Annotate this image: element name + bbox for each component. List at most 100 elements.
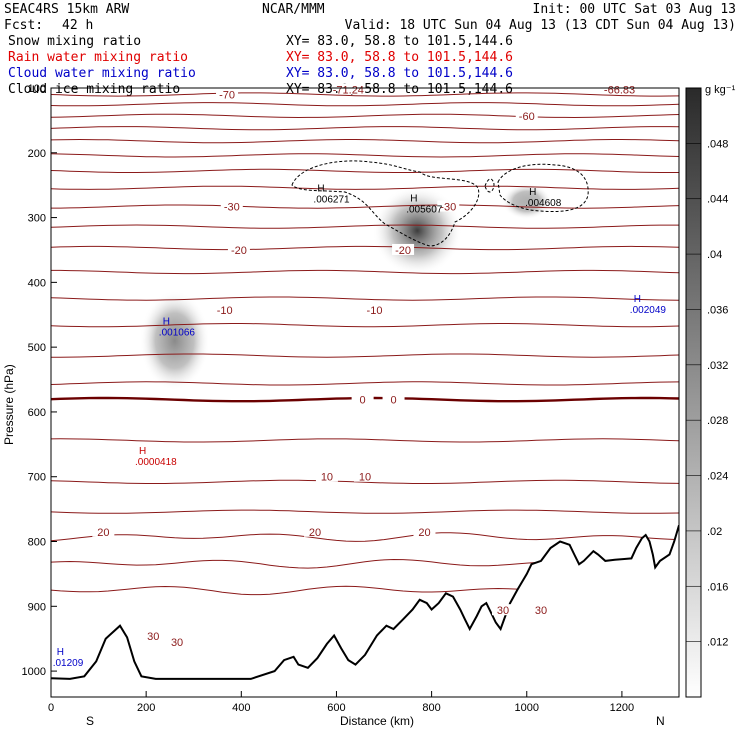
contour-label-10: 0 <box>360 395 366 407</box>
field-xy-1: XY= 83.0, 58.8 to 101.5,144.6 <box>286 50 513 65</box>
y-tick-label-6: 700 <box>28 472 46 484</box>
isotherm-13 <box>51 323 679 328</box>
y-tick-label-7: 800 <box>28 537 46 549</box>
contour-label-bg-14 <box>92 525 115 537</box>
max-value-5: .0000418 <box>135 457 177 468</box>
colorbar-units: g kg⁻¹ <box>705 84 736 96</box>
contour-label-12: 10 <box>321 472 333 484</box>
y-tick-label-9: 1000 <box>22 666 46 678</box>
contour-label-13: 10 <box>359 472 371 484</box>
contour-label-bg-5 <box>437 200 460 212</box>
plot-frame <box>50 87 680 698</box>
contour-label-bg-20 <box>530 604 553 616</box>
x-axis-label: Distance (km) <box>340 714 414 728</box>
valid-time: Valid: 18 UTC Sun 04 Aug 13 (13 CDT Sun … <box>345 18 736 33</box>
y-tick-label-0: 100 <box>28 83 46 95</box>
max-value-1: .005607 <box>406 204 443 215</box>
south-end-label: S <box>86 714 94 728</box>
max-marker-5: H <box>139 446 146 457</box>
contour-label-bg-17 <box>142 630 165 642</box>
contour-label-bg-8 <box>213 304 236 316</box>
x-tick-label-1: 200 <box>137 702 155 714</box>
contour-label-bg-11 <box>382 393 405 405</box>
field-name-1: Rain water mixing ratio <box>8 50 188 65</box>
isotherm-15 <box>51 381 679 386</box>
y-tick-label-8: 900 <box>28 601 46 613</box>
contour-label-bg-13 <box>354 470 376 482</box>
max-marker-3: H <box>163 316 170 327</box>
y-tick-label-1: 200 <box>28 148 46 160</box>
isotherm-12 <box>51 296 679 301</box>
terrain-line <box>51 525 679 680</box>
north-end-label: N <box>656 714 665 728</box>
colorbar-tick-label-0: .012 <box>707 637 728 649</box>
contour-label-11: 0 <box>390 395 396 407</box>
y-tick-label-2: 300 <box>28 213 46 225</box>
terrain-layer <box>51 525 679 697</box>
contour-label-15: 20 <box>309 527 321 539</box>
y-tick-label-4: 500 <box>28 342 46 354</box>
field-xy-0: XY= 83.0, 58.8 to 101.5,144.6 <box>286 34 513 49</box>
institution-label: NCAR/MMM <box>262 2 325 17</box>
contour-label-bg-0 <box>216 88 239 100</box>
isotherm-5 <box>51 153 679 158</box>
isotherm-10 <box>51 245 679 251</box>
snow-contour-1 <box>291 160 480 247</box>
contour-label-bg-18 <box>166 635 189 647</box>
contour-label-2: -66.83 <box>604 84 635 96</box>
isotherm-2 <box>51 113 679 119</box>
contour-label-7: -20 <box>395 245 411 257</box>
contour-label-bg-3 <box>515 109 538 121</box>
cloud-shading-layer <box>139 183 552 391</box>
contour-label-20: 30 <box>535 605 547 617</box>
contour-label-9: -10 <box>367 305 383 317</box>
isotherm-6 <box>51 168 679 173</box>
axes: 0 200 400 600 800 1000 12001002003004005006007… <box>22 83 635 714</box>
x-tick-label-6: 1200 <box>610 702 634 714</box>
colorbar-tick-label-7: .04 <box>707 249 722 261</box>
contour-label-4: -30 <box>224 202 240 214</box>
x-tick-label-2: 400 <box>232 702 250 714</box>
max-value-2: .004608 <box>525 198 562 209</box>
isotherm-9 <box>51 224 679 229</box>
y-axis-label: Pressure (hPa) <box>2 364 16 445</box>
colorbar-tick-label-3: .024 <box>707 471 728 483</box>
annotation-layer: -70 -71.24 -66.83 -60 -30 -30 -20 -20 -10 -10 0 0 10… <box>53 83 667 669</box>
init-time: Init: 00 UTC Sat 03 Aug 13 <box>533 2 737 17</box>
isotherm-14 <box>51 353 679 358</box>
contour-label-bg-6 <box>227 243 250 255</box>
colorbar-tick-label-6: .036 <box>707 304 728 316</box>
cloud-shade-0 <box>139 290 210 391</box>
contour-label-14: 20 <box>97 527 109 539</box>
contour-label-6: -20 <box>231 245 247 257</box>
contour-label-8: -10 <box>217 305 233 317</box>
colorbar-tick-label-9: .048 <box>707 138 728 150</box>
forecast-label: Fcst: <box>4 18 43 33</box>
contour-label-3: -60 <box>519 111 535 123</box>
colorbar-tick-label-8: .044 <box>707 194 728 206</box>
field-name-0: Snow mixing ratio <box>8 34 141 49</box>
y-tick-label-3: 400 <box>28 277 46 289</box>
isotherm-17 <box>51 438 679 443</box>
max-value-0: .006271 <box>313 195 350 206</box>
contour-label-bg-2 <box>608 83 631 95</box>
x-tick-label-3: 600 <box>327 702 345 714</box>
max-marker-0: H <box>317 184 324 195</box>
contour-label-0: -70 <box>219 89 235 101</box>
contour-label-1: -71.24 <box>333 84 364 96</box>
colorbar-tick-label-4: .028 <box>707 415 728 427</box>
forecast-hours: 42 h <box>62 18 93 33</box>
max-value-4: .002049 <box>630 305 667 316</box>
cloud-shade-2 <box>501 183 552 220</box>
isotherm-0 <box>51 92 679 97</box>
contour-label-bg-12 <box>315 470 338 482</box>
snow-contour-3 <box>484 178 495 193</box>
field-name-2: Cloud water mixing ratio <box>8 66 196 81</box>
isotherm-1 <box>51 102 679 107</box>
max-value-6: .01209 <box>53 658 84 669</box>
contour-label-19: 30 <box>497 605 509 617</box>
colorbar <box>685 87 702 698</box>
isotherm-layer <box>51 92 679 596</box>
y-tick-label-5: 600 <box>28 407 46 419</box>
